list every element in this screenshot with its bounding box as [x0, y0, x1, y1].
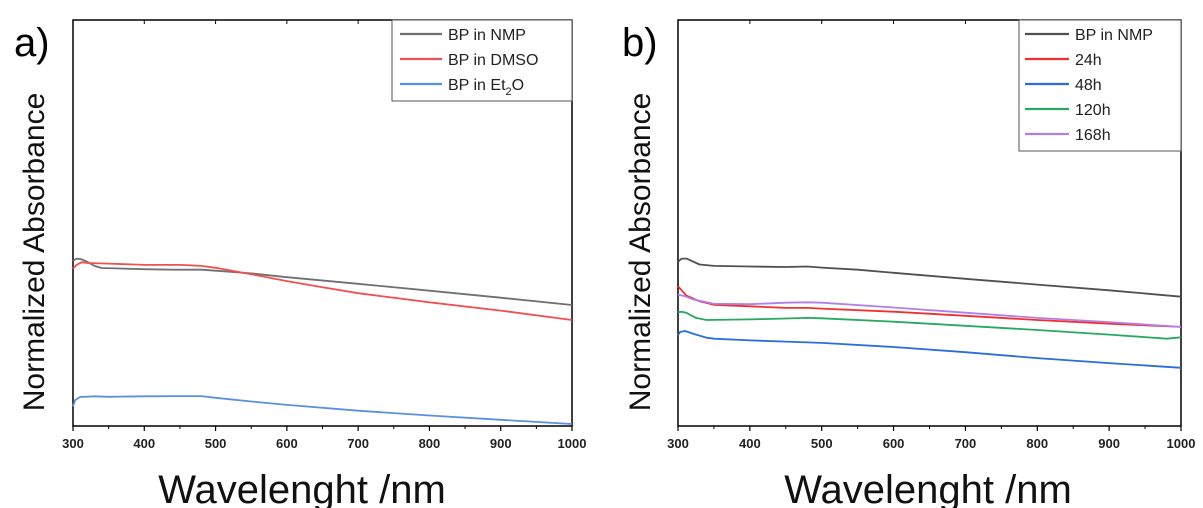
x-tick-label: 800: [419, 436, 441, 451]
series-line-bp-in-nmp: [72, 257, 573, 306]
legend-label-main: 168h: [1075, 127, 1111, 144]
legend-label-main: 48h: [1075, 77, 1102, 94]
x-tick-label: 600: [883, 436, 905, 451]
series-line-bp-in-et2o: [72, 395, 573, 425]
legend: BP in NMP BP in DMSO BP in Et2O: [391, 19, 573, 102]
legend: BP in NMP 24h 48h 120h 168h: [1018, 19, 1182, 152]
x-axis-label: Wavelenght /nm: [158, 468, 446, 508]
x-tick-label: 400: [133, 436, 155, 451]
legend-label-subscript: 2: [506, 86, 512, 98]
legend-label: 24h: [1075, 52, 1102, 69]
panel-label: b): [622, 21, 658, 65]
legend-label-main: 24h: [1075, 52, 1102, 69]
x-tick-label: 1000: [558, 436, 587, 451]
x-tick-label: 500: [205, 436, 227, 451]
x-tick-label: 900: [1098, 436, 1120, 451]
series-line-bp-in-dmso: [72, 261, 573, 321]
legend-label: 120h: [1075, 102, 1111, 119]
legend-label: BP in Et2O: [448, 77, 524, 98]
chart-panel-b: b) Normalized Absorbance Wavelenght /nm 300…: [622, 19, 1196, 508]
x-tick-label: 300: [62, 436, 84, 451]
x-tick-label: 700: [347, 436, 369, 451]
legend-label-main: 120h: [1075, 102, 1111, 119]
legend-label: 168h: [1075, 127, 1111, 144]
x-tick-label: 300: [667, 436, 689, 451]
chart-panel-a: a) Normalized Absorbance Wavelenght /nm 300…: [14, 19, 587, 508]
legend-label-main: BP in Et: [448, 77, 506, 94]
y-axis-label: Normalized Absorbance: [624, 93, 657, 412]
x-tick-label: 700: [955, 436, 977, 451]
legend-box: [1018, 19, 1182, 152]
x-tick-label: 600: [276, 436, 298, 451]
legend-label: BP in DMSO: [448, 52, 538, 69]
panel-label: a): [14, 21, 50, 65]
y-axis-label: Normalized Absorbance: [18, 93, 51, 412]
x-tick-label: 1000: [1167, 436, 1196, 451]
x-tick-label: 900: [490, 436, 512, 451]
legend-label-tail: O: [512, 77, 524, 94]
series-line-24h: [677, 285, 1182, 328]
x-tick-label: 500: [811, 436, 833, 451]
legend-label: 48h: [1075, 77, 1102, 94]
legend-label: BP in NMP: [448, 27, 526, 44]
series-line-120h: [677, 310, 1182, 340]
legend-label-main: BP in NMP: [448, 27, 526, 44]
series-line-168h: [677, 293, 1182, 328]
x-tick-label: 400: [739, 436, 761, 451]
legend-label-main: BP in DMSO: [448, 52, 538, 69]
series-line-bp-in-nmp: [677, 257, 1182, 298]
legend-label: BP in NMP: [1075, 27, 1153, 44]
x-axis-label: Wavelenght /nm: [784, 468, 1072, 508]
series-line-48h: [677, 330, 1182, 369]
legend-label-main: BP in NMP: [1075, 27, 1153, 44]
x-tick-label: 800: [1026, 436, 1048, 451]
